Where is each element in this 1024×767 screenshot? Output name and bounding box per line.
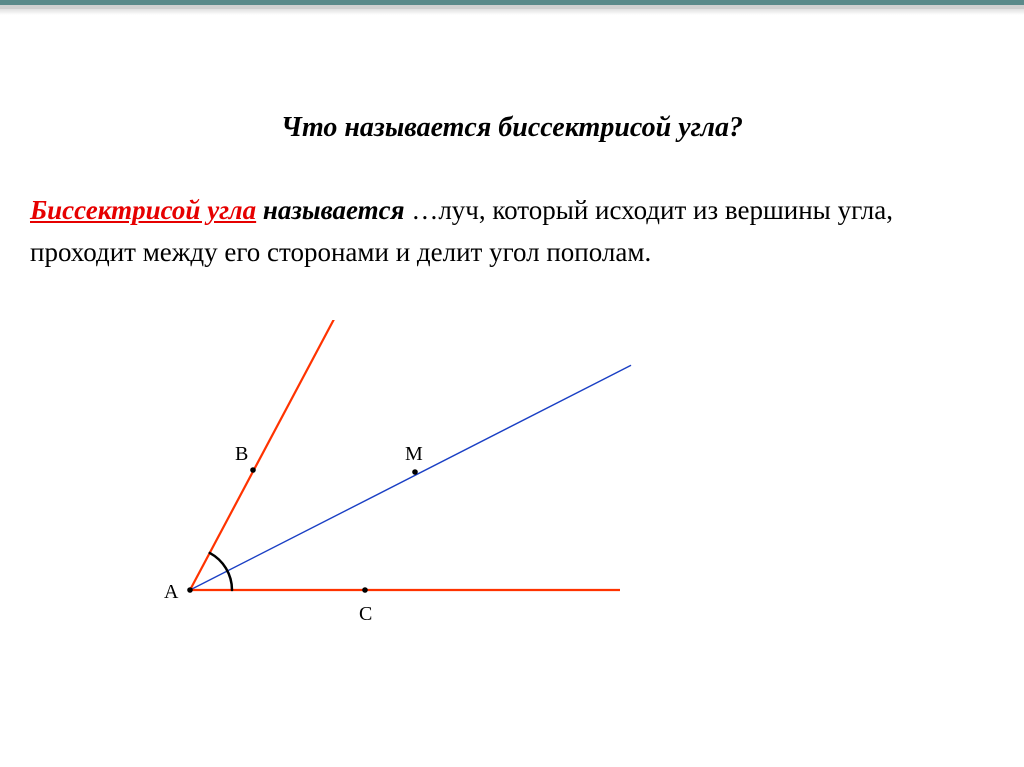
title-text: Что называется биссектрисой угла?	[281, 112, 743, 143]
svg-text:M: M	[405, 443, 423, 465]
svg-text:A: A	[164, 581, 179, 603]
border-shadow	[0, 9, 1024, 15]
slide-top-border	[0, 0, 1024, 18]
slide-title: Что называется биссектрисой угла?	[0, 112, 1024, 144]
angle-bisector-diagram: A B M C	[130, 320, 690, 650]
svg-text:C: C	[359, 603, 372, 625]
definition-verb: называется	[263, 195, 405, 225]
diagram-svg: A B M C	[130, 320, 690, 650]
definition-paragraph: Биссектрисой угла называется …луч, котор…	[30, 190, 994, 274]
svg-text:B: B	[235, 443, 248, 465]
definition-term: Биссектрисой угла	[30, 195, 256, 225]
